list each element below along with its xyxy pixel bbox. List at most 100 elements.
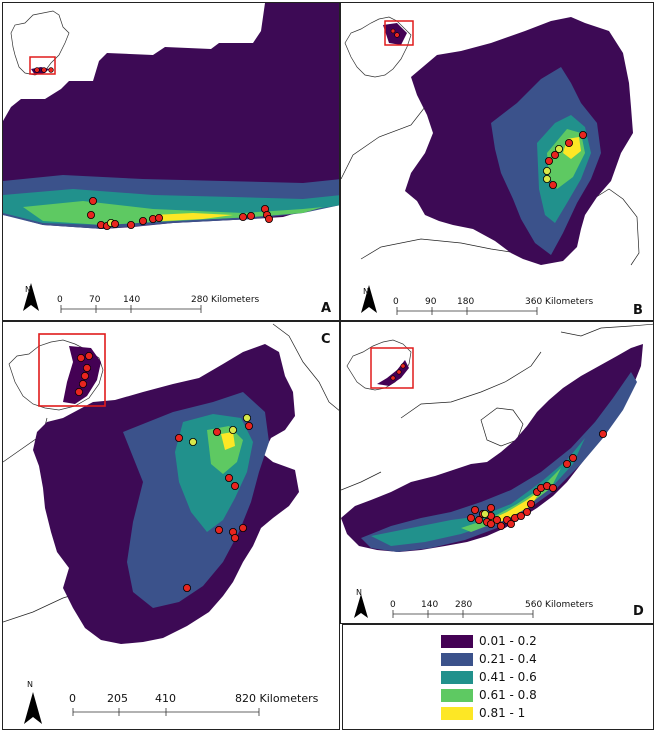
scale-end-label: 360 Kilometers (525, 297, 594, 307)
legend-label: 0.61 - 0.8 (479, 688, 537, 702)
map-panel-c: N 0 205 410 820 Kilometers C (2, 321, 340, 730)
scale-tick: 410 (155, 692, 176, 705)
map-d-suitability-region (341, 344, 643, 552)
map-b-inset (344, 16, 414, 78)
north-arrow-icon (361, 285, 377, 313)
map-a-suitability-region (3, 3, 339, 229)
map-b-canvas (341, 16, 640, 315)
map-d-points (467, 430, 607, 530)
legend-item: 0.21 - 0.4 (441, 651, 537, 667)
occurrence-point (230, 481, 239, 490)
occurrence-point (522, 507, 531, 516)
legend-swatch (441, 652, 473, 666)
legend-item: 0.01 - 0.2 (441, 633, 537, 649)
occurrence-point (224, 473, 233, 482)
map-panel-a: N 0 70 140 280 Kilometers A (2, 2, 340, 321)
occurrence-point (212, 428, 221, 437)
occurrence-point (542, 166, 551, 175)
map-d-inset (346, 339, 414, 391)
occurrence-point (564, 138, 573, 147)
map-a-inset (10, 10, 70, 76)
inset-highlight-box (370, 347, 414, 389)
occurrence-point (568, 453, 577, 462)
map-b-points (542, 130, 587, 189)
occurrence-point (548, 180, 557, 189)
legend-label: 0.21 - 0.4 (479, 652, 537, 666)
occurrence-point (516, 511, 525, 520)
legend-swatch (441, 670, 473, 684)
occurrence-point (492, 515, 501, 524)
inset-highlight-box (38, 333, 106, 407)
scale-end-label: 280 Kilometers (191, 295, 260, 305)
scale-tick: 140 (123, 295, 141, 305)
occurrence-point (550, 150, 559, 159)
scale-tick: 70 (89, 295, 101, 305)
map-c-inset (8, 333, 106, 411)
occurrence-point (238, 523, 247, 532)
north-label: N (27, 680, 33, 689)
inset-highlight-box (29, 56, 56, 75)
occurrence-point (87, 210, 96, 219)
occurrence-point (264, 214, 273, 223)
legend-label: 0.81 - 1 (479, 706, 526, 720)
occurrence-point (230, 533, 239, 542)
map-a-scale-bar (60, 305, 202, 313)
scale-tick: 90 (425, 297, 437, 307)
legend-item: 0.41 - 0.6 (441, 669, 537, 685)
scale-tick: 140 (421, 600, 439, 610)
legend-swatch (441, 634, 473, 648)
north-arrow-icon (23, 283, 39, 311)
occurrence-point (246, 211, 255, 220)
north-label: N (25, 285, 31, 294)
occurrence-point (480, 509, 489, 518)
occurrence-point (578, 130, 587, 139)
scale-tick: 205 (107, 692, 128, 705)
occurrence-point (467, 513, 476, 522)
north-arrow-icon (24, 692, 42, 724)
map-d-band-high (461, 468, 561, 532)
occurrence-point (182, 583, 191, 592)
map-d-scale-bar (392, 610, 534, 618)
occurrence-point (228, 426, 237, 435)
map-c-canvas (3, 323, 339, 724)
north-arrow-icon (354, 594, 368, 618)
legend-swatch (441, 706, 473, 720)
legend-label: 0.01 - 0.2 (479, 634, 537, 648)
scale-end-label: 560 Kilometers (525, 600, 594, 610)
scale-tick: 0 (390, 600, 396, 610)
occurrence-point (214, 525, 223, 534)
occurrence-point (188, 438, 197, 447)
map-a-band-top (153, 213, 233, 221)
occurrence-point (244, 422, 253, 431)
occurrence-point (138, 216, 147, 225)
panel-letter: A (321, 301, 332, 316)
scale-tick: 0 (69, 692, 76, 705)
map-c-scale-bar (72, 708, 260, 716)
occurrence-point (89, 196, 98, 205)
panel-letter: C (321, 332, 331, 347)
north-label: N (363, 287, 369, 296)
occurrence-point (154, 213, 163, 222)
map-panel-d: N 0 140 280 560 Kilometers D (340, 321, 654, 624)
occurrence-point (127, 220, 136, 229)
scale-tick: 180 (457, 297, 475, 307)
panel-letter: D (633, 604, 644, 619)
map-panel-b: N 0 90 180 360 Kilometers B (340, 2, 654, 321)
occurrence-point (238, 212, 247, 221)
legend-label: 0.41 - 0.6 (479, 670, 537, 684)
occurrence-point (486, 519, 495, 528)
suitability-legend: 0.01 - 0.2 0.21 - 0.4 0.41 - 0.6 0.61 - … (342, 624, 654, 730)
occurrence-point (242, 414, 251, 423)
map-a-canvas (3, 3, 339, 313)
map-a-band-high (23, 201, 323, 225)
legend-swatch (441, 688, 473, 702)
inset-highlight-box (384, 20, 414, 46)
scale-tick: 0 (57, 295, 63, 305)
occurrence-point (562, 459, 571, 468)
north-label: N (356, 588, 362, 597)
occurrence-point (111, 219, 120, 228)
scale-tick: 0 (393, 297, 399, 307)
scale-end-label: 820 Kilometers (235, 692, 319, 705)
occurrence-point (174, 434, 183, 443)
map-c-points (174, 414, 253, 592)
